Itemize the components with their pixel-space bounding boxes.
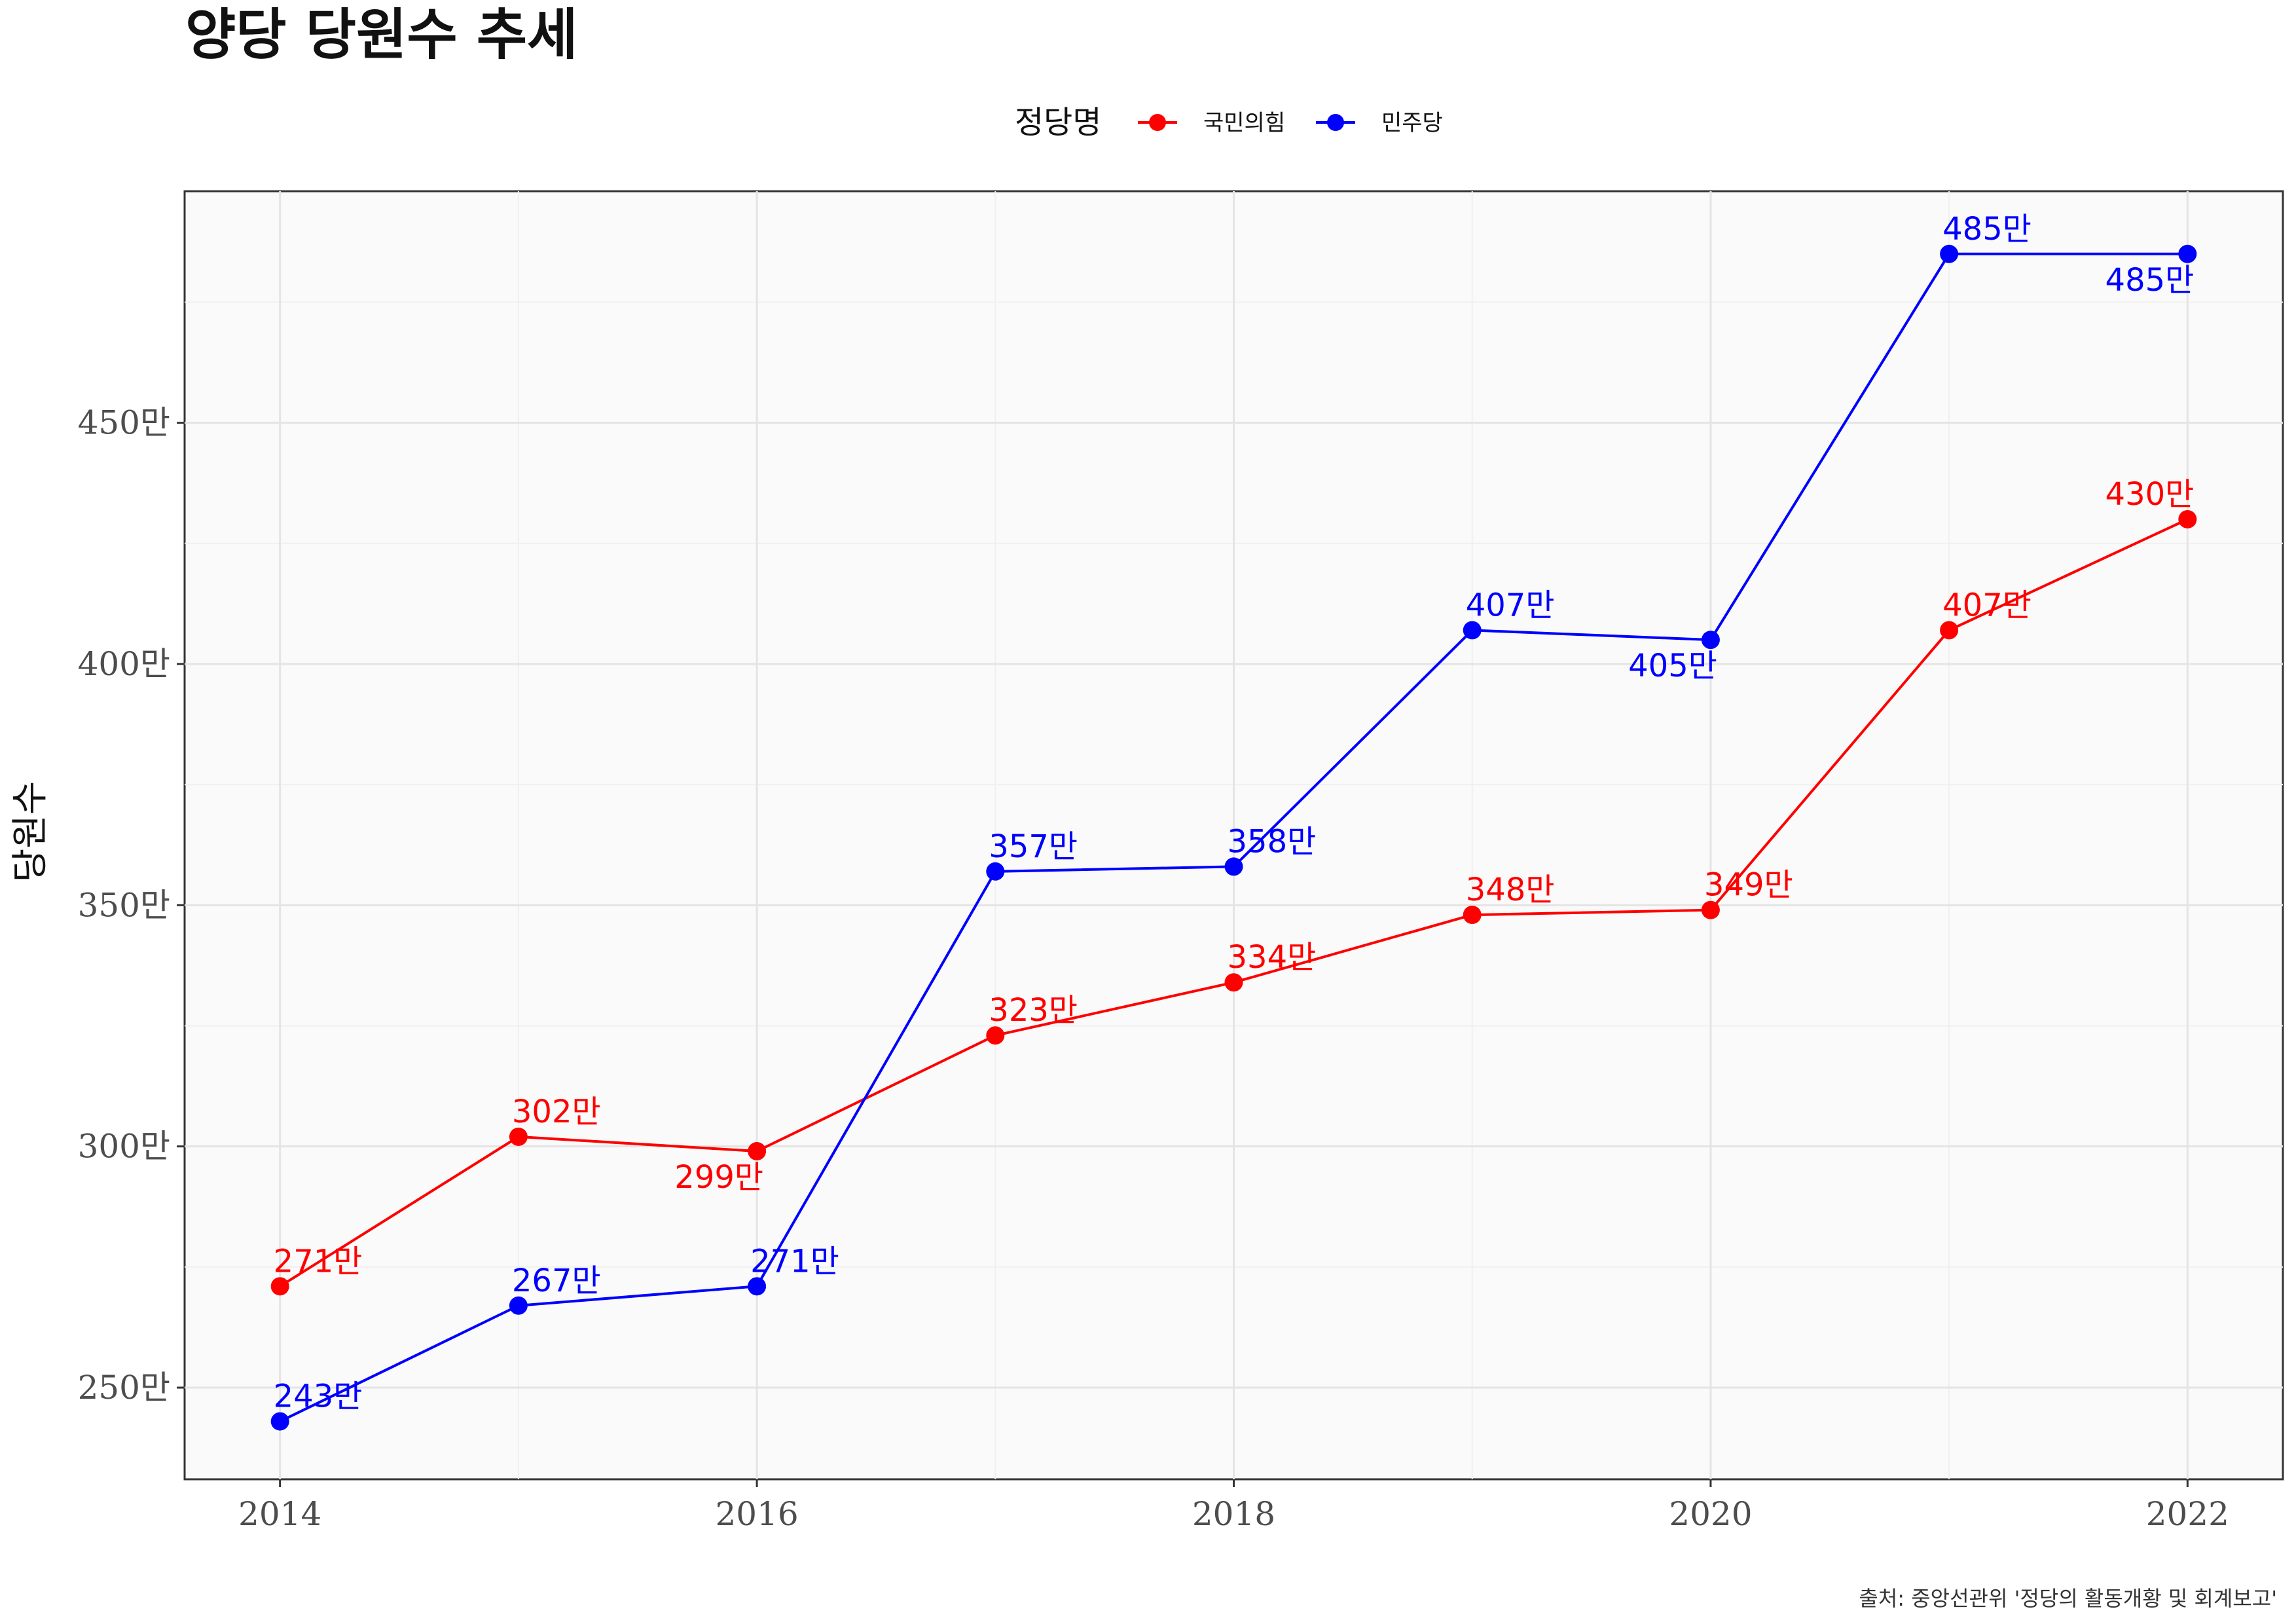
x-tick-label: 2022 [2146, 1495, 2229, 1533]
x-tick-label: 2016 [715, 1495, 798, 1533]
data-point [2178, 509, 2197, 528]
data-point [270, 1277, 289, 1296]
data-label: 271만 [274, 1243, 363, 1280]
data-point [1463, 621, 1482, 640]
data-label: 485만 [1942, 211, 2032, 248]
data-point [1940, 621, 1959, 640]
legend: 정당명 국민의힘 민주당 [1015, 104, 1443, 141]
data-point [986, 1026, 1005, 1045]
axes: 250만 300만 350만 400만 450만 2014 2016 2018 2020 2022 [78, 404, 2229, 1533]
data-point [1224, 857, 1243, 876]
data-point [509, 1127, 528, 1146]
data-label: 405만 [1628, 648, 1717, 684]
series-1 [270, 244, 2197, 1431]
data-point [1224, 973, 1243, 992]
y-tick-label: 250만 [78, 1369, 170, 1407]
data-point [748, 1142, 767, 1161]
data-label: 271만 [750, 1243, 839, 1280]
data-point [1701, 631, 1720, 650]
data-label: 407만 [1466, 587, 1555, 623]
x-tick-label: 2018 [1192, 1495, 1275, 1533]
data-label: 430만 [2105, 476, 2195, 513]
grid [185, 191, 2283, 1479]
y-tick-label: 400만 [78, 645, 170, 683]
data-label: 299만 [674, 1159, 763, 1196]
data-point [986, 862, 1005, 881]
x-tick-label: 2020 [1669, 1495, 1752, 1533]
legend-label: 국민의힘 [1203, 110, 1285, 136]
data-point [1701, 900, 1720, 919]
data-point [509, 1296, 528, 1315]
data-point [2178, 244, 2197, 263]
data-label: 334만 [1228, 939, 1317, 976]
data-label: 323만 [989, 992, 1078, 1029]
y-tick-label: 450만 [78, 404, 170, 442]
series-layer [270, 244, 2197, 1431]
caption: 출처: 중앙선관위 '정당의 활동개황 및 회계보고' [1859, 1586, 2277, 1611]
data-label: 485만 [2105, 262, 2195, 299]
data-label: 358만 [1228, 823, 1317, 860]
legend-label: 민주당 [1381, 110, 1443, 136]
legend-swatch-point [1149, 114, 1166, 131]
data-label: 357만 [989, 828, 1078, 865]
data-label: 348만 [1466, 872, 1555, 908]
data-label: 407만 [1942, 587, 2032, 623]
legend-item-0: 국민의힘 [1138, 110, 1285, 136]
data-label: 243만 [274, 1378, 363, 1415]
legend-item-1: 민주당 [1316, 110, 1443, 136]
data-point [748, 1277, 767, 1296]
y-tick-label: 300만 [78, 1128, 170, 1166]
y-axis-title: 당원수 [9, 781, 52, 883]
data-labels: 271만 302만 299만 323만 334만 348만 349만 407만 430만 243만… [274, 211, 2195, 1415]
data-point [1463, 906, 1482, 925]
data-label: 302만 [512, 1094, 601, 1130]
data-label: 267만 [512, 1263, 601, 1299]
data-point [1940, 244, 1959, 263]
y-tick-label: 350만 [78, 886, 170, 924]
chart-title: 양당 당원수 추세 [185, 3, 577, 67]
series-0 [270, 509, 2197, 1296]
legend-swatch-point [1327, 114, 1344, 131]
x-tick-label: 2014 [238, 1495, 321, 1533]
data-label: 349만 [1704, 867, 1793, 904]
legend-title: 정당명 [1015, 104, 1101, 141]
data-point [270, 1412, 289, 1431]
